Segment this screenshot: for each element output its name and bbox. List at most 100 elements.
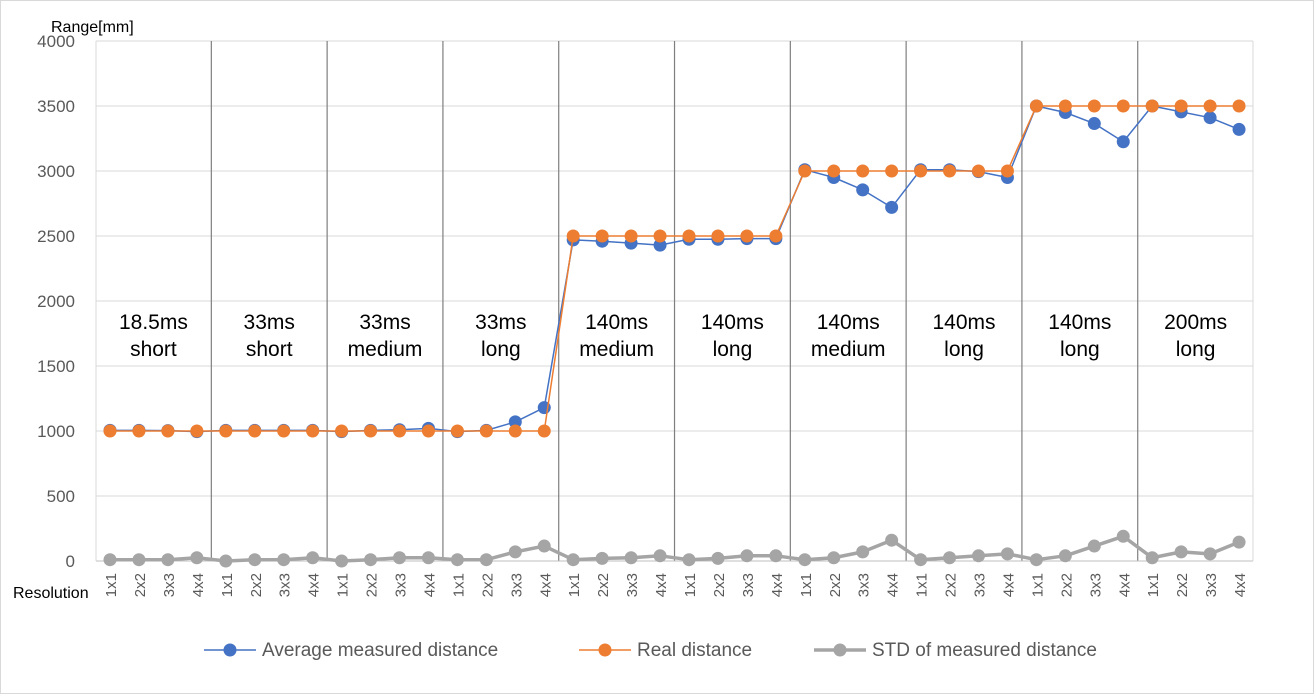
data-point bbox=[856, 164, 870, 178]
x-tick-label: 2x2 bbox=[479, 573, 496, 597]
data-point bbox=[711, 551, 725, 565]
data-point bbox=[827, 551, 841, 565]
data-point bbox=[1232, 535, 1246, 549]
data-point bbox=[653, 229, 667, 243]
legend-item: Real distance bbox=[579, 640, 752, 661]
data-point bbox=[1029, 553, 1043, 567]
x-tick-label: 4x4 bbox=[1000, 573, 1017, 597]
x-tick-label: 3x3 bbox=[277, 573, 294, 597]
y-tick-label: 3000 bbox=[37, 162, 75, 181]
data-point bbox=[856, 545, 870, 559]
data-point bbox=[1000, 164, 1014, 178]
x-axis: 1x1 2x2 3x3 4x4 1x1 2x2 3x3 4x4 1x1 2x2 3x3 4x4 1x1 2… bbox=[103, 573, 1249, 597]
data-point bbox=[595, 229, 609, 243]
data-point bbox=[566, 553, 580, 567]
data-point bbox=[219, 424, 233, 438]
data-point bbox=[885, 533, 899, 547]
legend-label: STD of measured distance bbox=[872, 640, 1097, 661]
x-tick-label: 4x4 bbox=[306, 573, 323, 597]
y-axis: 0 500 1000 1500 2000 2500 3000 3500 4000 bbox=[37, 32, 1254, 571]
data-point bbox=[103, 553, 117, 567]
x-tick-label: 4x4 bbox=[537, 573, 554, 597]
y-tick-label: 2500 bbox=[37, 227, 75, 246]
data-point bbox=[132, 553, 146, 567]
group-label-line1: 140ms bbox=[817, 311, 880, 334]
data-point bbox=[914, 553, 928, 567]
group-label-line1: 140ms bbox=[933, 311, 996, 334]
data-point bbox=[856, 183, 870, 197]
data-point bbox=[653, 238, 667, 252]
series-line bbox=[110, 534, 1240, 563]
group-labels: 18.5ms short 33ms short 33ms medium 33ms long 14… bbox=[119, 311, 1227, 361]
data-point bbox=[1000, 547, 1014, 561]
group-label-line1: 140ms bbox=[585, 311, 648, 334]
data-point bbox=[306, 551, 320, 565]
x-tick-label: 2x2 bbox=[943, 573, 960, 597]
x-tick-label: 3x3 bbox=[508, 573, 525, 597]
x-tick-label: 1x1 bbox=[1029, 573, 1046, 597]
legend-label: Average measured distance bbox=[262, 640, 498, 661]
x-tick-label: 3x3 bbox=[624, 573, 641, 597]
data-point bbox=[450, 553, 464, 567]
group-label-line1: 33ms bbox=[244, 311, 295, 334]
data-point bbox=[277, 553, 291, 567]
group-label-line2: medium bbox=[811, 338, 886, 361]
legend-item: Average measured distance bbox=[204, 640, 498, 661]
data-point bbox=[972, 549, 985, 563]
group-separators bbox=[210, 41, 1139, 561]
x-tick-label: 2x2 bbox=[711, 573, 728, 597]
plot-area bbox=[103, 99, 1246, 568]
group-label-line2: medium bbox=[579, 338, 654, 361]
x-tick-label: 1x1 bbox=[914, 573, 931, 597]
group-label-line2: long bbox=[1060, 338, 1100, 361]
x-tick-label: 2x2 bbox=[595, 573, 612, 597]
data-point bbox=[885, 200, 899, 214]
data-point bbox=[132, 424, 146, 438]
x-tick-label: 1x1 bbox=[682, 573, 699, 597]
group-label-line2: short bbox=[246, 338, 293, 361]
group-label-line2: medium bbox=[348, 338, 423, 361]
data-point bbox=[335, 554, 349, 568]
data-point bbox=[624, 551, 638, 565]
y-tick-label: 0 bbox=[66, 552, 75, 571]
group-label-line2: long bbox=[944, 338, 984, 361]
data-point bbox=[190, 424, 204, 438]
data-point bbox=[943, 164, 957, 178]
data-point bbox=[161, 553, 175, 567]
data-point bbox=[306, 424, 320, 438]
series-std-of-measured-distance bbox=[103, 529, 1246, 568]
data-point bbox=[798, 164, 812, 178]
x-tick-label: 4x4 bbox=[190, 573, 207, 597]
x-tick-label: 2x2 bbox=[364, 573, 381, 597]
data-point bbox=[1087, 99, 1101, 113]
x-tick-label: 3x3 bbox=[740, 573, 757, 597]
group-label-line1: 140ms bbox=[1048, 311, 1111, 334]
data-point bbox=[566, 229, 580, 243]
data-point bbox=[1203, 111, 1217, 125]
data-point bbox=[1087, 117, 1101, 131]
data-point bbox=[972, 164, 985, 178]
data-point bbox=[1174, 99, 1188, 113]
data-point bbox=[769, 549, 783, 563]
data-point bbox=[393, 424, 406, 438]
group-label-line1: 140ms bbox=[701, 311, 764, 334]
data-point bbox=[885, 164, 899, 178]
y-tick-label: 2000 bbox=[37, 292, 75, 311]
data-point bbox=[1116, 529, 1130, 543]
group-label-line1: 33ms bbox=[475, 311, 526, 334]
data-point bbox=[711, 229, 725, 243]
data-point bbox=[508, 545, 522, 559]
data-point bbox=[682, 229, 696, 243]
data-point bbox=[1145, 551, 1159, 565]
y-axis-title: Range[mm] bbox=[51, 19, 134, 36]
data-point bbox=[1232, 122, 1246, 136]
data-point bbox=[421, 551, 435, 565]
data-point bbox=[450, 424, 464, 438]
data-point bbox=[595, 551, 609, 565]
x-tick-label: 2x2 bbox=[1058, 573, 1075, 597]
data-point bbox=[479, 553, 493, 567]
legend-item: STD of measured distance bbox=[814, 640, 1097, 661]
data-point bbox=[798, 553, 812, 567]
data-point bbox=[1145, 99, 1159, 113]
